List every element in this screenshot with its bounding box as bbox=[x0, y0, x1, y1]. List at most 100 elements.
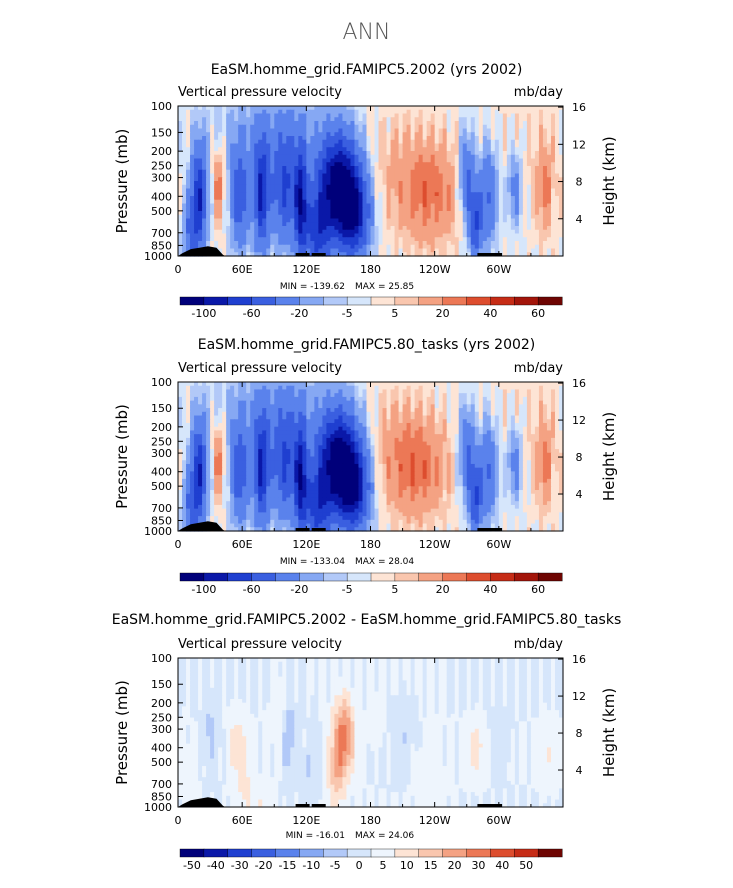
heatmap-cell bbox=[182, 121, 187, 126]
heatmap-cell bbox=[494, 109, 500, 115]
heatmap-cell bbox=[534, 128, 540, 133]
heatmap-cell bbox=[402, 199, 408, 205]
heatmap-cell bbox=[242, 143, 247, 148]
heatmap-cell bbox=[434, 158, 440, 163]
heatmap-cell bbox=[426, 166, 432, 171]
heatmap-cell bbox=[402, 177, 408, 182]
heatmap-cell bbox=[530, 400, 536, 405]
heatmap-cell bbox=[202, 117, 207, 122]
heatmap-cell bbox=[402, 166, 408, 171]
heatmap-cell bbox=[238, 203, 243, 208]
heatmap-cell bbox=[482, 241, 488, 246]
heatmap-cell bbox=[302, 203, 307, 208]
heatmap-cell bbox=[214, 218, 219, 223]
heatmap-cell bbox=[334, 181, 340, 186]
heatmap-cell bbox=[494, 139, 500, 145]
heatmap-cell bbox=[194, 132, 199, 137]
heatmap-cell bbox=[502, 404, 508, 409]
heatmap-cell bbox=[426, 203, 432, 208]
heatmap-cell bbox=[198, 241, 203, 246]
heatmap-cell bbox=[346, 181, 352, 186]
heatmap-cell bbox=[290, 222, 295, 227]
heatmap-cell bbox=[446, 181, 452, 186]
heatmap-cell bbox=[358, 184, 364, 190]
heatmap-cell bbox=[306, 203, 311, 208]
heatmap-cell bbox=[242, 162, 247, 167]
heatmap-cell bbox=[278, 177, 283, 182]
heatmap-cell bbox=[454, 199, 460, 205]
heatmap-cell bbox=[402, 173, 408, 178]
heatmap-cell bbox=[462, 158, 468, 163]
heatmap-cell bbox=[314, 132, 319, 137]
heatmap-cell bbox=[478, 211, 484, 216]
heatmap-cell bbox=[418, 162, 424, 167]
heatmap-cell bbox=[318, 173, 323, 178]
heatmap-cell bbox=[354, 147, 360, 152]
heatmap-cell bbox=[558, 139, 564, 145]
heatmap-cell bbox=[266, 162, 271, 167]
heatmap-cell bbox=[458, 154, 464, 160]
heatmap-cell bbox=[226, 121, 231, 126]
heatmap-cell bbox=[422, 248, 428, 253]
heatmap-cell bbox=[450, 192, 456, 197]
heatmap-cell bbox=[422, 143, 428, 148]
heatmap-cell bbox=[394, 218, 400, 223]
heatmap-cell bbox=[390, 162, 396, 167]
heatmap-cell bbox=[354, 382, 360, 387]
heatmap-cell bbox=[298, 389, 303, 394]
heatmap-cell bbox=[270, 396, 275, 402]
heatmap-cell bbox=[474, 411, 480, 417]
heatmap-cell bbox=[294, 117, 299, 122]
heatmap-cell bbox=[378, 404, 384, 409]
heatmap-cell bbox=[354, 121, 360, 126]
heatmap-cell bbox=[234, 121, 239, 126]
heatmap-cell bbox=[218, 244, 223, 250]
heatmap-cell bbox=[282, 400, 287, 405]
heatmap-cell bbox=[374, 121, 380, 126]
heatmap-cell bbox=[390, 154, 396, 160]
heatmap-cell bbox=[398, 393, 404, 398]
heatmap-cell bbox=[490, 393, 496, 398]
heatmap-cell bbox=[510, 162, 516, 167]
heatmap-cell bbox=[426, 229, 432, 235]
heatmap-cell bbox=[326, 136, 331, 141]
heatmap-cell bbox=[370, 248, 376, 253]
heatmap-cell bbox=[394, 389, 400, 394]
heatmap-cell bbox=[554, 158, 560, 163]
heatmap-cell bbox=[326, 188, 331, 193]
heatmap-cell bbox=[186, 121, 191, 126]
heatmap-cell bbox=[214, 147, 219, 152]
heatmap-cell bbox=[358, 252, 364, 257]
heatmap-cell bbox=[546, 117, 552, 122]
heatmap-cell bbox=[254, 162, 259, 167]
heatmap-cell bbox=[406, 203, 412, 208]
heatmap-cell bbox=[466, 252, 472, 257]
heatmap-cell bbox=[202, 132, 207, 137]
heatmap-cell bbox=[242, 211, 247, 216]
heatmap-cell bbox=[462, 151, 468, 156]
heatmap-cell bbox=[246, 226, 251, 231]
heatmap-cell bbox=[274, 124, 279, 130]
heatmap-cell bbox=[418, 389, 424, 394]
heatmap-cell bbox=[202, 203, 207, 208]
heatmap-cell bbox=[394, 169, 400, 175]
heatmap-cell bbox=[246, 128, 251, 133]
heatmap-cell bbox=[206, 158, 211, 163]
heatmap-cell bbox=[218, 411, 223, 417]
heatmap-cell bbox=[406, 188, 412, 193]
heatmap-cell bbox=[294, 113, 299, 118]
heatmap-cell bbox=[542, 158, 548, 163]
heatmap-cell bbox=[274, 411, 279, 417]
heatmap-cell bbox=[518, 106, 524, 111]
y-right-axis-title: Height (km) bbox=[600, 136, 618, 225]
heatmap-cell bbox=[374, 169, 380, 175]
heatmap-cell bbox=[490, 121, 496, 126]
heatmap-cell bbox=[554, 411, 560, 417]
heatmap-cell bbox=[510, 233, 516, 238]
heatmap-cell bbox=[230, 143, 235, 148]
heatmap-cell bbox=[198, 124, 203, 130]
heatmap-cell bbox=[274, 162, 279, 167]
heatmap-cell bbox=[330, 121, 336, 126]
heatmap-cell bbox=[254, 252, 259, 257]
heatmap-cell bbox=[286, 415, 291, 420]
